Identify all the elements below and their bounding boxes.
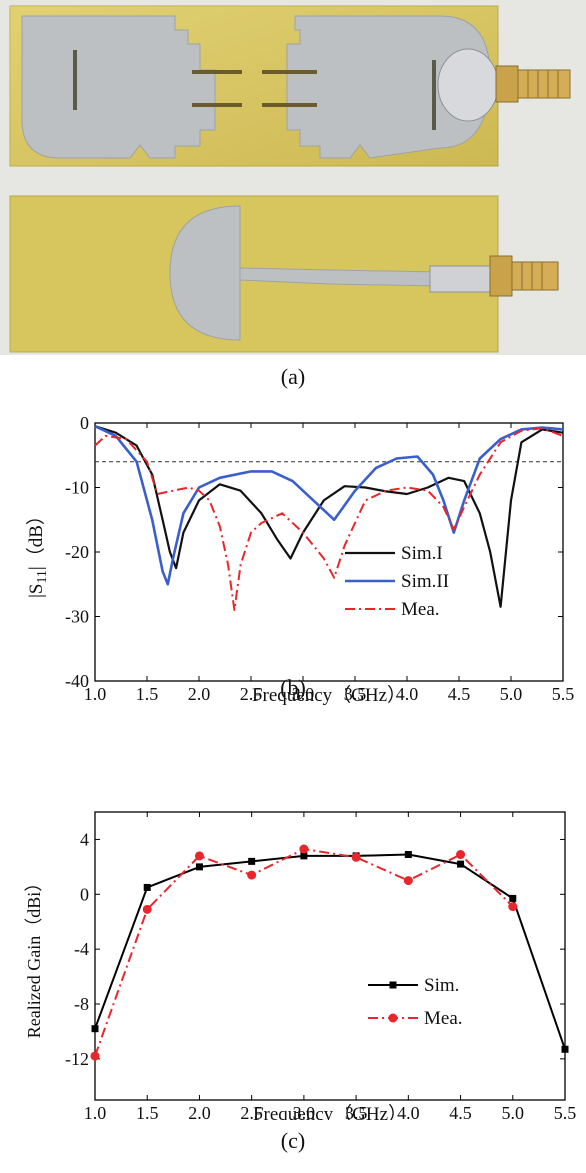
data-point (351, 852, 361, 862)
pcb-top-icon (9, 5, 499, 167)
gain-chart: 1.0 1.5 2.0 2.5 3.0 3.5 4.0 4.5 5.0 5.540-4-8-12 … (24, 811, 577, 1120)
x-tick-label: 1.5 (136, 1103, 159, 1120)
series-line-mea (94, 427, 564, 611)
series-line-simii (94, 425, 564, 586)
data-point (194, 851, 204, 861)
x-tick-label: 5.5 (554, 1103, 577, 1120)
y-axis-label: Realized Gain（dBi） (24, 874, 44, 1038)
x-tick-label: 3.5 (345, 1103, 368, 1120)
sma-connector-icon (495, 65, 571, 103)
y-tick-label: 0 (80, 884, 89, 904)
x-tick-label: 1.5 (136, 684, 159, 704)
caption-c: (c) (280, 1128, 306, 1153)
data-point (561, 1045, 569, 1053)
legend-marker (389, 981, 397, 989)
x-tick-label: 5.0 (500, 684, 523, 704)
x-axis-label: Frequency（GHz） (252, 684, 406, 705)
x-tick-label: 5.0 (502, 1103, 525, 1120)
data-point (404, 851, 412, 859)
y-tick-label: -30 (65, 607, 89, 627)
data-point (195, 863, 203, 871)
data-point (299, 844, 309, 854)
x-tick-label: 4.5 (449, 1103, 472, 1120)
legend-label: Sim.I (401, 543, 443, 564)
data-point (91, 1025, 99, 1033)
caption-a: (a) (280, 364, 306, 389)
x-tick-label: 2.0 (188, 1103, 211, 1120)
data-point (90, 1051, 100, 1061)
antenna-photo (0, 0, 586, 355)
y-tick-label: -8 (74, 994, 89, 1014)
y-tick-label: -40 (65, 671, 89, 691)
x-tick-label: 3.0 (293, 1103, 316, 1120)
x-tick-label: 3.0 (292, 684, 315, 704)
data-point (300, 852, 308, 860)
legend-label: Mea. (401, 599, 440, 620)
legend-label: Mea. (424, 1008, 463, 1029)
y-tick-label: -10 (65, 478, 89, 498)
y-tick-label: -4 (74, 939, 89, 959)
y-tick-label: 0 (80, 413, 89, 433)
pcb-bottom-icon (9, 195, 559, 353)
caption-b: (b) (280, 675, 306, 700)
y-axis-label: |S11|（dB） (25, 506, 50, 598)
x-tick-label: 4.0 (396, 684, 419, 704)
data-point (143, 883, 151, 891)
x-tick-label: 1.0 (84, 684, 107, 704)
x-tick-label: 3.5 (344, 684, 367, 704)
legend-marker (388, 1013, 398, 1023)
legend-label: Sim. (424, 975, 459, 996)
data-point (457, 860, 465, 868)
legend-label: Sim.II (401, 571, 449, 592)
x-tick-label: 1.0 (84, 1103, 107, 1120)
x-tick-label: 5.5 (552, 684, 575, 704)
x-tick-label: 2.5 (240, 1103, 263, 1120)
x-tick-label: 4.5 (448, 684, 471, 704)
x-tick-label: 2.0 (188, 684, 211, 704)
data-point (142, 904, 152, 914)
data-point (403, 876, 413, 886)
plot-frame (94, 811, 566, 1101)
x-tick-label: 2.5 (240, 684, 263, 704)
s11-chart: 1.0 1.5 2.0 2.5 3.0 3.5 4.0 4.5 5.0 5.5 0 -10 -20 -30… (25, 413, 575, 705)
series-line-simi (94, 425, 564, 608)
x-axis-label: Frequency（GHz） (253, 1103, 407, 1120)
y-tick-label: 4 (80, 829, 89, 849)
series-line-sim (94, 853, 566, 1050)
data-point (508, 902, 518, 912)
data-point (456, 850, 466, 860)
data-point (509, 894, 517, 902)
data-point (248, 857, 256, 865)
data-point (247, 870, 257, 880)
y-tick-label: -12 (65, 1049, 89, 1069)
x-tick-label: 4.0 (397, 1103, 420, 1120)
y-tick-label: -20 (65, 542, 89, 562)
